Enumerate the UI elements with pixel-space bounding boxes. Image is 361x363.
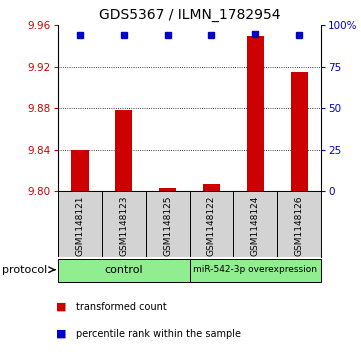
Text: miR-542-3p overexpression: miR-542-3p overexpression xyxy=(193,265,317,274)
Text: protocol: protocol xyxy=(2,265,47,275)
Bar xyxy=(115,110,132,191)
Bar xyxy=(190,259,321,282)
Bar xyxy=(159,188,176,191)
Text: GSM1148121: GSM1148121 xyxy=(75,196,84,256)
Text: GSM1148125: GSM1148125 xyxy=(163,196,172,256)
Text: transformed count: transformed count xyxy=(76,302,166,312)
Text: percentile rank within the sample: percentile rank within the sample xyxy=(76,329,241,339)
Text: GSM1148122: GSM1148122 xyxy=(207,196,216,256)
Bar xyxy=(247,36,264,191)
Text: GSM1148126: GSM1148126 xyxy=(295,196,304,256)
Bar xyxy=(71,150,88,191)
Bar xyxy=(203,184,220,191)
Text: ■: ■ xyxy=(56,329,67,339)
Text: GSM1148124: GSM1148124 xyxy=(251,196,260,256)
Bar xyxy=(291,72,308,191)
Text: control: control xyxy=(104,265,143,275)
Text: ■: ■ xyxy=(56,302,67,312)
Bar xyxy=(58,259,190,282)
Text: GSM1148123: GSM1148123 xyxy=(119,196,128,256)
Title: GDS5367 / ILMN_1782954: GDS5367 / ILMN_1782954 xyxy=(99,8,280,22)
